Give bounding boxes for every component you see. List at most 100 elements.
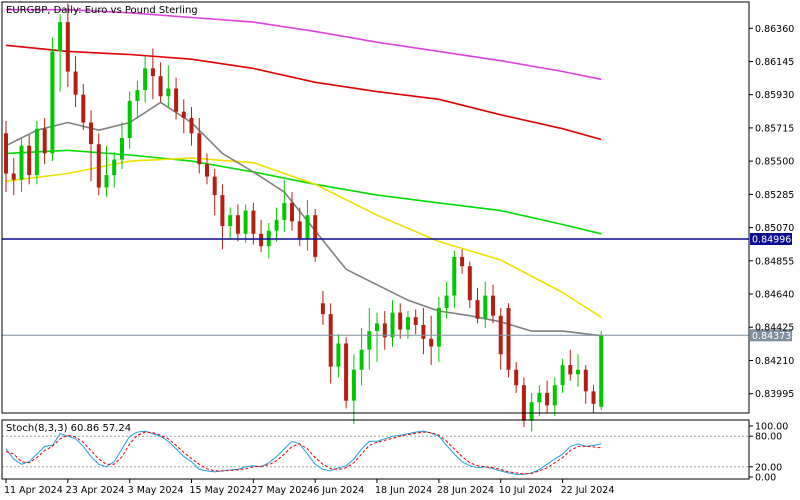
candle-body xyxy=(320,303,325,315)
time-tick-label: 6 Jun 2024 xyxy=(313,485,364,496)
candle-body xyxy=(336,343,341,367)
candle-body xyxy=(475,300,480,319)
candle-body xyxy=(568,365,573,375)
candle xyxy=(243,204,248,243)
candle xyxy=(65,3,70,87)
candle-body xyxy=(174,88,179,112)
candle xyxy=(344,337,349,409)
candle xyxy=(421,307,426,355)
candle-body xyxy=(205,164,209,177)
price-axis: 0.86360 0.86145 0.85930 0.85715 0.85500 0.852… xyxy=(749,24,794,400)
candle-body xyxy=(235,215,240,234)
moving-average-lines xyxy=(5,8,602,337)
candle-body xyxy=(390,312,395,338)
candle-body xyxy=(112,159,117,176)
candle-body xyxy=(452,256,457,296)
price-tick-label: 0.86145 xyxy=(755,57,794,68)
candle-body xyxy=(212,176,217,196)
candle-body xyxy=(483,295,488,319)
candle xyxy=(506,303,511,378)
candle-body xyxy=(251,210,256,234)
candle-body xyxy=(560,365,565,386)
candle-body xyxy=(127,100,132,138)
candle-body xyxy=(96,144,101,188)
candle-body xyxy=(491,295,495,316)
candle xyxy=(390,300,395,347)
time-tick-label: 11 Apr 2024 xyxy=(4,485,63,496)
candle-body xyxy=(220,195,225,226)
candle-body xyxy=(529,402,534,421)
candle-body xyxy=(11,173,16,180)
price-tick-label: 0.85285 xyxy=(755,190,794,201)
candle xyxy=(150,48,155,100)
candle-body xyxy=(521,385,526,421)
time-tick-label: 15 May 2024 xyxy=(190,485,252,496)
candle-body xyxy=(19,145,24,180)
stochastic-tick-label: 20.00 xyxy=(755,462,782,473)
candle xyxy=(483,281,488,328)
candle-body xyxy=(382,323,387,338)
candle-body xyxy=(290,202,294,222)
price-level-marker xyxy=(750,329,792,342)
candle-body xyxy=(274,219,279,231)
candle xyxy=(545,380,550,413)
candle xyxy=(58,14,63,92)
candle-body xyxy=(444,295,449,308)
candle xyxy=(521,377,526,427)
candle xyxy=(282,179,287,233)
candle xyxy=(583,365,588,404)
stochastic-tick-label: 0.00 xyxy=(755,473,776,484)
candle xyxy=(313,209,318,262)
candle-body xyxy=(537,392,542,403)
price-panel[interactable]: 0.84996 0.84373 0.86360 0.86145 0.85930 0.85… xyxy=(1,1,794,432)
candle-body xyxy=(81,94,86,123)
time-axis: 11 Apr 2024 23 Apr 2024 3 May 2024 15 May 2… xyxy=(4,479,614,496)
price-tick-label: 0.85070 xyxy=(755,223,794,234)
price-tick-label: 0.84640 xyxy=(755,290,794,301)
candle-body xyxy=(514,369,519,386)
candle xyxy=(359,328,364,386)
candle xyxy=(34,121,39,185)
candle xyxy=(4,121,8,192)
stochastic-title: Stoch(8,3,3) 60.86 57.24 xyxy=(6,423,131,434)
candle xyxy=(290,192,294,231)
moving-average-line-3 xyxy=(5,157,602,318)
candle xyxy=(568,349,573,381)
time-tick-label: 27 May 2024 xyxy=(251,485,313,496)
candle xyxy=(328,303,333,384)
candle-body xyxy=(398,312,403,330)
candle xyxy=(305,199,310,251)
candle-body xyxy=(104,175,109,188)
candle xyxy=(560,358,565,393)
candle-body xyxy=(413,317,418,325)
candle xyxy=(189,107,194,146)
candle-body xyxy=(50,51,55,154)
candle-body xyxy=(429,338,434,347)
candle xyxy=(205,153,209,185)
price-levels: 0.84996 0.84373 xyxy=(2,233,792,342)
time-tick-label: 28 Jun 2024 xyxy=(437,485,494,496)
candle-body xyxy=(406,317,410,330)
price-level-label: 0.84996 xyxy=(752,235,791,246)
candle xyxy=(127,91,132,149)
candle-body xyxy=(436,307,441,347)
candle-body xyxy=(367,331,372,350)
candle-body xyxy=(576,369,580,375)
candle xyxy=(529,392,534,432)
price-tick-label: 0.84210 xyxy=(755,356,794,367)
time-tick-label: 18 Jun 2024 xyxy=(375,485,432,496)
candle xyxy=(212,168,217,216)
candle-body xyxy=(421,324,426,339)
candle xyxy=(259,219,264,253)
candle-body xyxy=(506,307,511,370)
candle xyxy=(120,122,124,169)
candle-body xyxy=(282,202,287,220)
candle-body xyxy=(150,68,155,77)
stochastic-panel-frame xyxy=(1,419,750,480)
candle-body xyxy=(120,138,124,160)
candle-body xyxy=(591,391,596,404)
candle-body xyxy=(4,133,8,174)
candle-body xyxy=(344,343,349,401)
candle xyxy=(406,311,410,339)
